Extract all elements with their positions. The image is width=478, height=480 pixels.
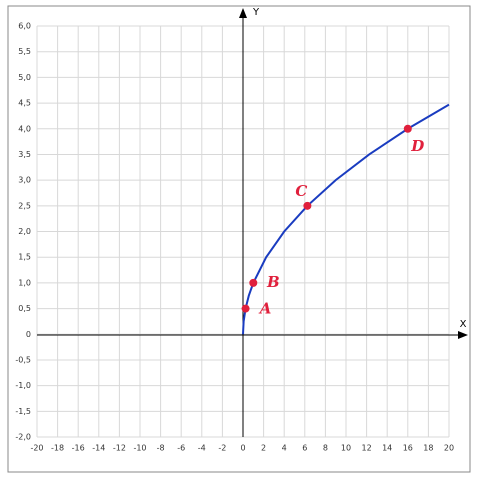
x-tick-label: -16: [72, 444, 85, 453]
y-tick-label: 0: [26, 330, 31, 339]
x-tick-label: 18: [423, 444, 433, 453]
y-tick-label: 5,0: [18, 73, 31, 82]
x-tick-label: -10: [133, 444, 146, 453]
point-label: D: [410, 137, 424, 155]
x-axis-label: X: [460, 319, 467, 330]
point-label: C: [295, 182, 307, 200]
point: [249, 278, 258, 287]
y-tick-label: -0,5: [15, 355, 31, 364]
x-tick-label: 10: [341, 444, 351, 453]
x-tick-label: -12: [113, 444, 126, 453]
y-arrow: [239, 8, 247, 18]
x-arrow: [458, 331, 468, 339]
y-tick-label: 2,5: [18, 201, 31, 210]
x-tick-label: 20: [444, 444, 454, 453]
y-tick-label: 4,5: [18, 99, 31, 108]
y-tick-label: 3,5: [18, 150, 31, 159]
x-tick-label: -4: [198, 444, 206, 453]
x-tick-label: 8: [323, 444, 328, 453]
x-tick-label: -14: [92, 444, 105, 453]
y-tick-label: 4,0: [18, 124, 31, 133]
x-tick-label: 14: [382, 444, 392, 453]
y-axis-label: Y: [252, 7, 260, 18]
point: [303, 201, 312, 210]
point: [403, 124, 412, 133]
y-tick-label: 1,5: [18, 253, 31, 262]
x-tick-label: 4: [282, 444, 287, 453]
axes: X Y: [37, 7, 468, 437]
point-label: A: [258, 300, 272, 318]
x-tick-label: 16: [403, 444, 413, 453]
y-tick-label: 5,5: [18, 47, 31, 56]
y-tick-label: 6,0: [18, 22, 31, 31]
y-tick-label: -1,5: [15, 407, 31, 416]
x-tick-label: 2: [261, 444, 266, 453]
x-tick-label: 12: [362, 444, 372, 453]
y-tick-label: 3,0: [18, 176, 31, 185]
point-label: B: [266, 273, 280, 291]
x-tick-label: 6: [302, 444, 307, 453]
x-tick-label: -20: [30, 444, 43, 453]
x-tick-label: -2: [218, 444, 226, 453]
y-tick-label: 2,0: [18, 227, 31, 236]
y-tick-label: -1,0: [15, 381, 31, 390]
x-tick-label: -18: [51, 444, 64, 453]
y-tick-label: -2,0: [15, 433, 31, 442]
frame: [7, 5, 471, 473]
x-tick-label: 0: [240, 444, 245, 453]
y-tick-label: 1,0: [18, 278, 31, 287]
x-tick-label: -8: [157, 444, 165, 453]
point: [241, 304, 250, 313]
x-tick-label: -6: [177, 444, 185, 453]
y-tick-label: 0,5: [18, 304, 31, 313]
